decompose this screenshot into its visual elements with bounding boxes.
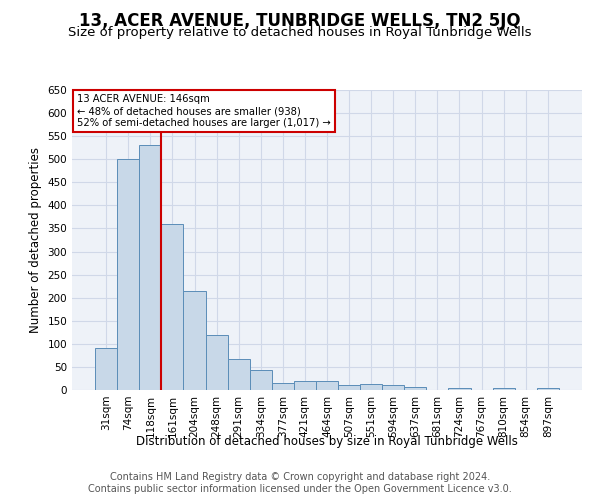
Bar <box>493 388 515 390</box>
Text: Distribution of detached houses by size in Royal Tunbridge Wells: Distribution of detached houses by size … <box>136 435 518 448</box>
Bar <box>250 370 272 390</box>
Bar <box>161 224 184 390</box>
Bar <box>139 146 161 390</box>
Bar <box>117 159 139 390</box>
Bar <box>382 386 404 390</box>
Text: Size of property relative to detached houses in Royal Tunbridge Wells: Size of property relative to detached ho… <box>68 26 532 39</box>
Bar <box>294 381 316 390</box>
Y-axis label: Number of detached properties: Number of detached properties <box>29 147 42 333</box>
Bar <box>95 348 117 390</box>
Bar <box>227 358 250 390</box>
Text: 13, ACER AVENUE, TUNBRIDGE WELLS, TN2 5JQ: 13, ACER AVENUE, TUNBRIDGE WELLS, TN2 5J… <box>79 12 521 30</box>
Bar <box>537 388 559 390</box>
Bar <box>404 387 427 390</box>
Text: Contains HM Land Registry data © Crown copyright and database right 2024.: Contains HM Land Registry data © Crown c… <box>110 472 490 482</box>
Text: 13 ACER AVENUE: 146sqm
← 48% of detached houses are smaller (938)
52% of semi-de: 13 ACER AVENUE: 146sqm ← 48% of detached… <box>77 94 331 128</box>
Bar <box>360 384 382 390</box>
Bar <box>448 388 470 390</box>
Bar <box>184 291 206 390</box>
Bar <box>316 381 338 390</box>
Bar <box>338 386 360 390</box>
Bar <box>272 383 294 390</box>
Bar <box>206 334 227 390</box>
Text: Contains public sector information licensed under the Open Government Licence v3: Contains public sector information licen… <box>88 484 512 494</box>
